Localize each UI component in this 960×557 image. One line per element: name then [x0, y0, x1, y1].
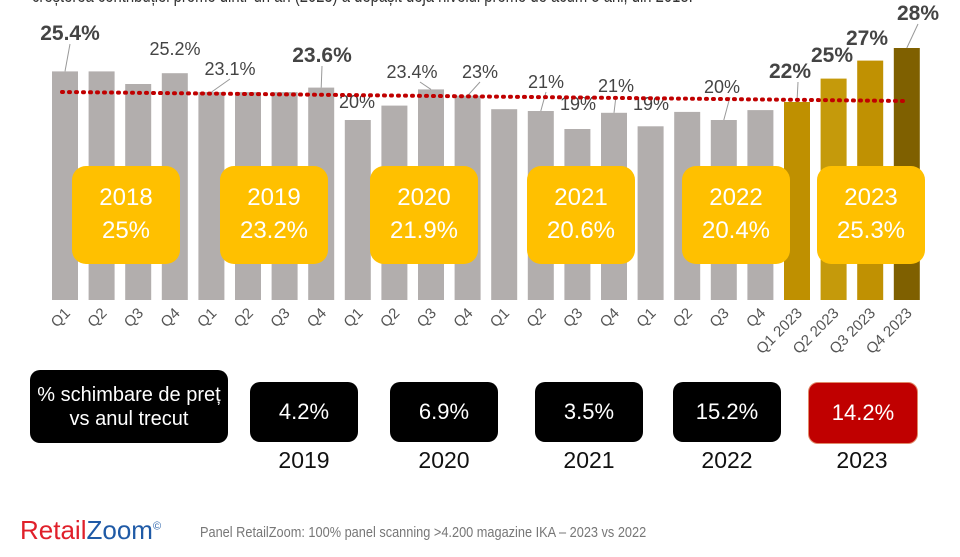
x-tick-label: Q4 [304, 305, 330, 331]
price-change-label-box: % schimbare de preț vs anul trecut [30, 370, 228, 443]
year-average-box-2022: 2022 20.4% [682, 166, 790, 264]
x-tick-label: Q1 [487, 305, 513, 331]
year-average-value: 25.3% [836, 217, 906, 244]
price-change-box-2023: 14.2% [808, 382, 918, 444]
data-label: 21% [598, 76, 634, 96]
x-tick-label: Q3 [706, 305, 732, 331]
data-label: 20% [704, 77, 740, 97]
retailzoom-logo: RetailZoom© [20, 515, 162, 545]
data-label: 20% [339, 92, 375, 112]
x-tick-label: Q3 [267, 305, 293, 331]
year-average-value: 23.2% [239, 217, 309, 244]
year-label: 2018 [99, 184, 153, 211]
year-average-value: 20.4% [701, 217, 771, 244]
price-change-box-2019: 4.2% [250, 382, 358, 442]
x-tick-label: Q1 [633, 305, 659, 331]
x-tick-label: Q2 [231, 305, 257, 331]
price-change-value: 4.2% [278, 399, 330, 424]
leader-line [64, 43, 71, 72]
price-change-box-2021: 3.5% [535, 382, 643, 442]
data-label: 28% [897, 2, 939, 25]
year-average-box-2020: 2020 21.9% [370, 166, 478, 264]
trendline [60, 90, 908, 103]
data-label: 23.1% [204, 59, 255, 79]
leader-line [467, 81, 481, 97]
x-tick-label: Q2 [377, 305, 403, 331]
data-label: 25.2% [149, 39, 200, 59]
x-tick-label: Q2 [84, 305, 110, 331]
data-label: 21% [528, 72, 564, 92]
price-change-box-2020: 6.9% [390, 382, 498, 442]
price-change-year: 2023 [836, 447, 888, 473]
x-tick-label: Q3 [121, 305, 147, 331]
x-tick-label: Q2 [523, 305, 549, 331]
price-change-value: 15.2% [695, 399, 759, 424]
price-change-year: 2019 [278, 447, 330, 473]
x-tick-label: Q2 [670, 305, 696, 331]
bar-16 [637, 126, 664, 300]
price-change-value: 3.5% [563, 399, 615, 424]
year-average-box-2021: 2021 20.6% [527, 166, 635, 264]
price-change-year: 2021 [563, 447, 615, 473]
headline: creșterea contribuției promo dintr-un an… [32, 0, 693, 8]
x-tick-label: Q4 [157, 305, 183, 331]
year-average-value: 20.6% [546, 217, 616, 244]
data-label: 23.4% [386, 62, 437, 82]
leader-line [540, 91, 547, 112]
year-label: 2021 [554, 184, 608, 211]
price-change-value: 14.2% [831, 400, 895, 425]
price-change-value: 6.9% [418, 399, 470, 424]
data-label: 25% [811, 44, 853, 67]
year-label: 2022 [709, 184, 763, 211]
leader-line [419, 81, 432, 90]
x-tick-label: Q1 [194, 305, 220, 331]
leader-line [211, 78, 231, 93]
price-change-year: 2022 [701, 447, 753, 473]
price-change-label: % schimbare de preț vs anul trecut [37, 383, 221, 430]
year-label: 2020 [397, 184, 451, 211]
leader-line [723, 96, 731, 121]
x-tick-label: Q4 [450, 305, 476, 331]
x-tick-label: Q4 [743, 305, 769, 331]
source-note: Panel RetailZoom: 100% panel scanning >4… [200, 524, 647, 541]
year-average-box-2018: 2018 25% [72, 166, 180, 264]
bar-12 [491, 109, 518, 300]
year-average-value: 25% [101, 217, 151, 244]
year-label: 2019 [247, 184, 301, 211]
data-label: 27% [846, 27, 888, 50]
data-label: 23% [462, 62, 498, 82]
year-average-box-2023: 2023 25.3% [817, 166, 925, 264]
x-tick-label: Q3 [414, 305, 440, 331]
x-tick-label: Q1 [48, 305, 74, 331]
leader-line [906, 23, 919, 49]
year-label: 2023 [844, 184, 898, 211]
data-label: 22% [769, 60, 811, 83]
x-tick-label: Q4 [597, 305, 623, 331]
bar-8 [344, 120, 371, 300]
price-change-box-2022: 15.2% [673, 382, 781, 442]
leader-line [320, 65, 323, 88]
year-average-box-2019: 2019 23.2% [220, 166, 328, 264]
data-label: 25.4% [40, 22, 100, 45]
x-tick-label: Q1 [340, 305, 366, 331]
x-tick-label: Q3 [560, 305, 586, 331]
year-average-value: 21.9% [389, 217, 459, 244]
price-change-year: 2020 [418, 447, 470, 473]
data-label: 23.6% [292, 44, 352, 67]
